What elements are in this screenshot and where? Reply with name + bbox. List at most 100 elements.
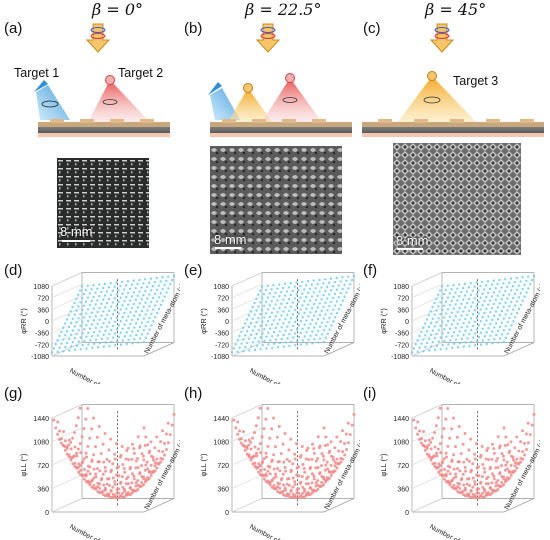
surface-point: [146, 297, 149, 300]
surface-point: [500, 286, 503, 289]
surface-point: [505, 460, 509, 464]
surface-point: [121, 315, 124, 319]
surface-point: [136, 435, 140, 439]
surface-point: [100, 290, 103, 294]
surface-point: [481, 280, 484, 284]
surface-point: [463, 294, 467, 297]
surface-point: [441, 473, 444, 477]
surface-point: [153, 469, 157, 473]
surface-point: [138, 302, 141, 305]
surface-point: [508, 449, 512, 453]
surface-point: [265, 455, 268, 459]
surface-point: [332, 320, 335, 323]
surface-point: [131, 330, 134, 333]
surface-point: [303, 489, 307, 493]
surface-point: [71, 329, 75, 332]
surface-point: [69, 345, 73, 348]
surface-point: [280, 326, 283, 329]
surface-point: [97, 424, 101, 428]
surface-point: [268, 483, 272, 487]
surface-point: [119, 453, 123, 457]
surface-point: [287, 483, 291, 487]
tick-label: -1080: [211, 354, 229, 361]
surface-point: [234, 426, 238, 430]
surface-point: [299, 453, 303, 457]
surface-point: [470, 328, 473, 332]
surface-point: [481, 327, 484, 330]
surface-point: [431, 455, 435, 459]
axis-line: [411, 283, 443, 298]
surface-point: [263, 339, 266, 343]
surface-point: [316, 479, 320, 483]
surface-point: [262, 304, 266, 308]
surface-point: [301, 292, 304, 295]
surface-point: [299, 296, 302, 299]
surface-point: [287, 448, 291, 452]
surface-point: [272, 283, 275, 287]
surface-point: [92, 330, 96, 334]
surface-point: [239, 441, 243, 445]
surface-point: [82, 427, 86, 431]
surface-point: [450, 299, 453, 303]
surface-point: [437, 340, 440, 343]
surface-point: [437, 462, 441, 466]
tick-label: -720: [395, 342, 409, 349]
surface-point: [266, 406, 270, 410]
surface-point: [80, 297, 84, 300]
surface-point: [337, 296, 341, 299]
surface-point: [73, 301, 76, 305]
surface-point: [420, 330, 423, 334]
surface-point: [127, 338, 130, 342]
surface-point: [425, 318, 429, 321]
surface: [230, 274, 356, 354]
surface-point: [119, 319, 122, 323]
surface-point: [270, 288, 273, 291]
panel-label-d: (d): [4, 262, 23, 279]
surface-point: [488, 287, 492, 291]
surface-point: [475, 473, 479, 477]
surface-point: [102, 321, 105, 325]
surface-point: [439, 348, 442, 351]
surface-point: [67, 314, 71, 317]
surface-point: [437, 293, 440, 296]
surface-point: [436, 447, 440, 451]
surface-point: [468, 333, 471, 336]
surface-point: [251, 455, 255, 459]
surface-point: [322, 305, 325, 309]
surface-point: [348, 433, 352, 437]
surface-point: [261, 332, 264, 335]
surface-point: [477, 324, 481, 327]
surface-point: [148, 316, 151, 320]
surface-point: [125, 295, 128, 299]
surface-point: [104, 469, 108, 473]
surface-point: [452, 416, 455, 420]
surface-point: [274, 475, 278, 479]
surface-point: [515, 435, 519, 439]
surface-point: [113, 452, 117, 456]
surface-point: [464, 317, 467, 321]
surface-point: [445, 347, 448, 350]
surface-point: [295, 473, 299, 477]
surface-point: [442, 427, 446, 431]
surface-point: [104, 488, 107, 492]
surface-point: [101, 472, 105, 476]
surface-point: [301, 280, 304, 284]
surface-point: [289, 437, 293, 441]
surface-point: [113, 285, 116, 288]
surface-point: [94, 487, 98, 491]
surface-point: [458, 318, 461, 321]
surface-point: [140, 480, 144, 484]
surface-point: [121, 304, 124, 307]
surface-point: [282, 333, 285, 337]
surface-point: [110, 328, 113, 332]
surface-point: [326, 332, 329, 335]
surface-point: [307, 458, 311, 462]
surface-point: [509, 289, 513, 292]
surface-point: [278, 318, 281, 321]
surface-point: [129, 465, 132, 469]
surface-point: [530, 278, 534, 282]
surface-point: [297, 312, 300, 315]
surface-point: [170, 423, 174, 427]
surface-point: [286, 313, 289, 317]
surface-point: [324, 278, 327, 281]
